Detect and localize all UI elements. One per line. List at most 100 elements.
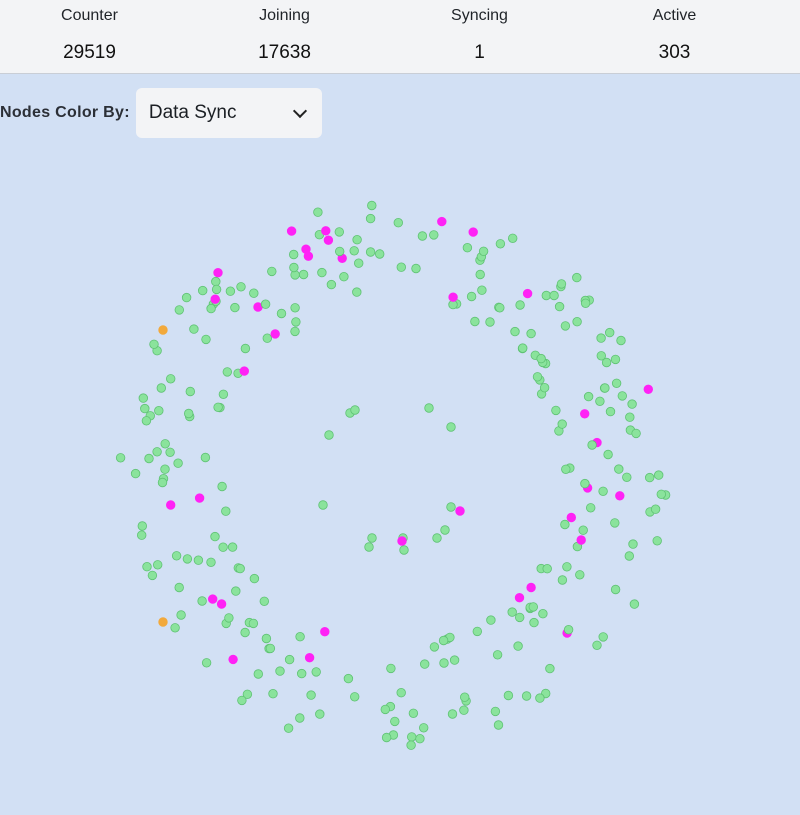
node-dot[interactable]: [628, 539, 638, 549]
node-dot[interactable]: [460, 692, 470, 702]
node-dot[interactable]: [631, 428, 641, 439]
node-dot[interactable]: [275, 666, 285, 676]
node-dot[interactable]: [411, 263, 421, 274]
node-dot[interactable]: [334, 227, 345, 237]
node-dot[interactable]: [261, 633, 272, 644]
node-dot[interactable]: [556, 279, 567, 289]
node-dot[interactable]: [170, 623, 180, 633]
node-dot[interactable]: [174, 582, 184, 593]
node-dot[interactable]: [561, 464, 571, 475]
node-dot[interactable]: [536, 353, 546, 364]
node-dot[interactable]: [580, 478, 590, 489]
node-dot[interactable]: [572, 272, 582, 283]
node-dot[interactable]: [249, 573, 260, 584]
node-dot[interactable]: [645, 472, 655, 483]
node-dot[interactable]: [211, 276, 221, 287]
node-dot[interactable]: [605, 406, 616, 417]
node-dot[interactable]: [603, 449, 613, 460]
node-dot[interactable]: [286, 226, 297, 236]
node-dot[interactable]: [580, 409, 590, 419]
node-dot[interactable]: [248, 618, 259, 629]
node-dot[interactable]: [615, 491, 625, 501]
node-dot[interactable]: [239, 366, 250, 376]
node-dot[interactable]: [206, 303, 216, 314]
node-dot[interactable]: [557, 575, 568, 585]
node-dot[interactable]: [624, 551, 635, 561]
node-dot[interactable]: [399, 545, 409, 555]
node-dot[interactable]: [386, 663, 396, 674]
node-dot[interactable]: [240, 627, 250, 638]
node-dot[interactable]: [538, 609, 548, 619]
node-dot[interactable]: [439, 658, 449, 668]
node-dot[interactable]: [200, 452, 211, 463]
node-dot[interactable]: [147, 570, 158, 581]
node-dot[interactable]: [350, 405, 360, 415]
node-dot[interactable]: [381, 732, 392, 743]
node-dot[interactable]: [515, 300, 525, 310]
node-dot[interactable]: [419, 723, 429, 733]
node-dot[interactable]: [335, 246, 345, 257]
node-dot[interactable]: [253, 669, 263, 679]
node-dot[interactable]: [510, 326, 520, 337]
node-dot[interactable]: [158, 617, 168, 627]
node-dot[interactable]: [535, 693, 545, 703]
node-dot[interactable]: [194, 493, 205, 503]
node-dot[interactable]: [601, 357, 612, 368]
node-dot[interactable]: [216, 599, 227, 609]
node-dot[interactable]: [165, 500, 176, 510]
node-dot[interactable]: [563, 625, 574, 635]
node-dot[interactable]: [466, 291, 477, 302]
node-dot[interactable]: [560, 519, 570, 530]
node-dot[interactable]: [408, 708, 419, 719]
node-dot[interactable]: [580, 298, 591, 309]
node-dot[interactable]: [228, 654, 238, 665]
node-dot[interactable]: [321, 226, 331, 236]
node-dot[interactable]: [551, 405, 561, 416]
node-dot[interactable]: [320, 627, 330, 637]
node-dot[interactable]: [513, 641, 523, 651]
node-dot[interactable]: [521, 691, 532, 701]
node-dot[interactable]: [375, 249, 385, 259]
node-dot[interactable]: [324, 430, 334, 440]
node-dot[interactable]: [193, 555, 204, 565]
node-dot[interactable]: [554, 301, 565, 312]
node-dot[interactable]: [420, 659, 430, 669]
node-dot[interactable]: [629, 599, 640, 609]
node-dot[interactable]: [224, 613, 234, 623]
node-dot[interactable]: [477, 285, 487, 295]
node-dot[interactable]: [270, 329, 280, 339]
node-dot[interactable]: [492, 650, 503, 660]
node-dot[interactable]: [514, 593, 525, 603]
node-dot[interactable]: [622, 472, 632, 483]
node-dot[interactable]: [652, 536, 662, 546]
node-dot[interactable]: [429, 230, 439, 240]
node-dot[interactable]: [656, 489, 667, 500]
node-dot[interactable]: [221, 506, 231, 516]
node-dot[interactable]: [507, 607, 517, 617]
node-dot[interactable]: [313, 207, 323, 217]
node-dot[interactable]: [289, 249, 299, 260]
node-dot[interactable]: [318, 500, 328, 510]
node-dot[interactable]: [249, 288, 259, 298]
node-dot[interactable]: [181, 292, 192, 303]
node-dot[interactable]: [176, 610, 186, 620]
node-dot[interactable]: [364, 542, 374, 552]
node-dot[interactable]: [562, 562, 572, 572]
node-dot[interactable]: [576, 535, 586, 545]
node-dot[interactable]: [157, 477, 168, 488]
node-dot[interactable]: [495, 303, 505, 313]
node-dot[interactable]: [268, 689, 278, 699]
node-dot[interactable]: [171, 551, 182, 561]
node-dot[interactable]: [230, 302, 240, 313]
node-dot[interactable]: [529, 617, 539, 628]
node-dot[interactable]: [605, 327, 615, 338]
node-dot[interactable]: [438, 635, 449, 646]
node-dot[interactable]: [304, 653, 315, 663]
node-dot[interactable]: [616, 335, 626, 346]
network-graph[interactable]: [0, 140, 800, 815]
node-dot[interactable]: [417, 231, 428, 241]
node-dot[interactable]: [522, 288, 533, 299]
node-dot[interactable]: [297, 668, 307, 679]
node-dot[interactable]: [526, 328, 536, 339]
node-dot[interactable]: [210, 531, 220, 542]
